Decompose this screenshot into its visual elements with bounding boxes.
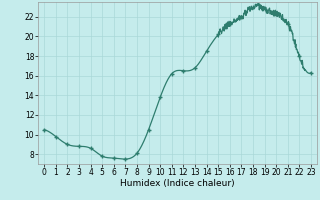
X-axis label: Humidex (Indice chaleur): Humidex (Indice chaleur) [120, 179, 235, 188]
